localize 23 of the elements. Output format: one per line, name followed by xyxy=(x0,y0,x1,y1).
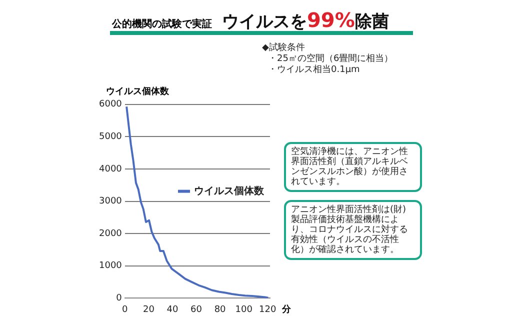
y-tick-label: 0 xyxy=(116,294,122,304)
x-tick-label: 60 xyxy=(190,304,202,315)
text: アニオン性界面活性剤は(財)製品評価技術基盤機構により、コロナウイルスに対する有効性（ウイルスの不活性化）が確認されています。 xyxy=(284,200,422,260)
y-tick-label: 1000 xyxy=(99,261,122,272)
chart-title: ウイルスを99%除菌 xyxy=(222,8,389,32)
chart-subtitle: 公的機関の試験で実証 xyxy=(112,17,212,31)
x-tick-label: 40 xyxy=(166,304,178,315)
text: ・ウイルス相当0.1μm xyxy=(267,65,361,76)
y-tick-label: 5000 xyxy=(99,132,122,142)
y-tick-label: 3000 xyxy=(99,196,122,207)
x-tick-label: 20 xyxy=(142,304,155,315)
y-tick-label: 2000 xyxy=(99,228,122,239)
x-tick-label: 120 xyxy=(259,304,276,315)
x-tick-label: 80 xyxy=(214,304,226,315)
y-tick-label: 4000 xyxy=(99,164,122,174)
text: 空気清浄機には、アニオン性界面活性剤（直鎖アルキルベンゼンスルホン酸）が使用されています。 xyxy=(284,142,422,192)
x-axis-title: 分 xyxy=(282,304,291,316)
legend-label: ウイルス個体数 xyxy=(194,184,265,197)
y-tick-label: 6000 xyxy=(99,100,122,110)
x-tick-label: 100 xyxy=(235,304,253,315)
text: ◆試験条件 xyxy=(262,43,306,54)
text: ・25㎡の空間（6畳間に相当） xyxy=(267,54,394,64)
y-axis-title: ウイルス個体数 xyxy=(106,86,169,98)
